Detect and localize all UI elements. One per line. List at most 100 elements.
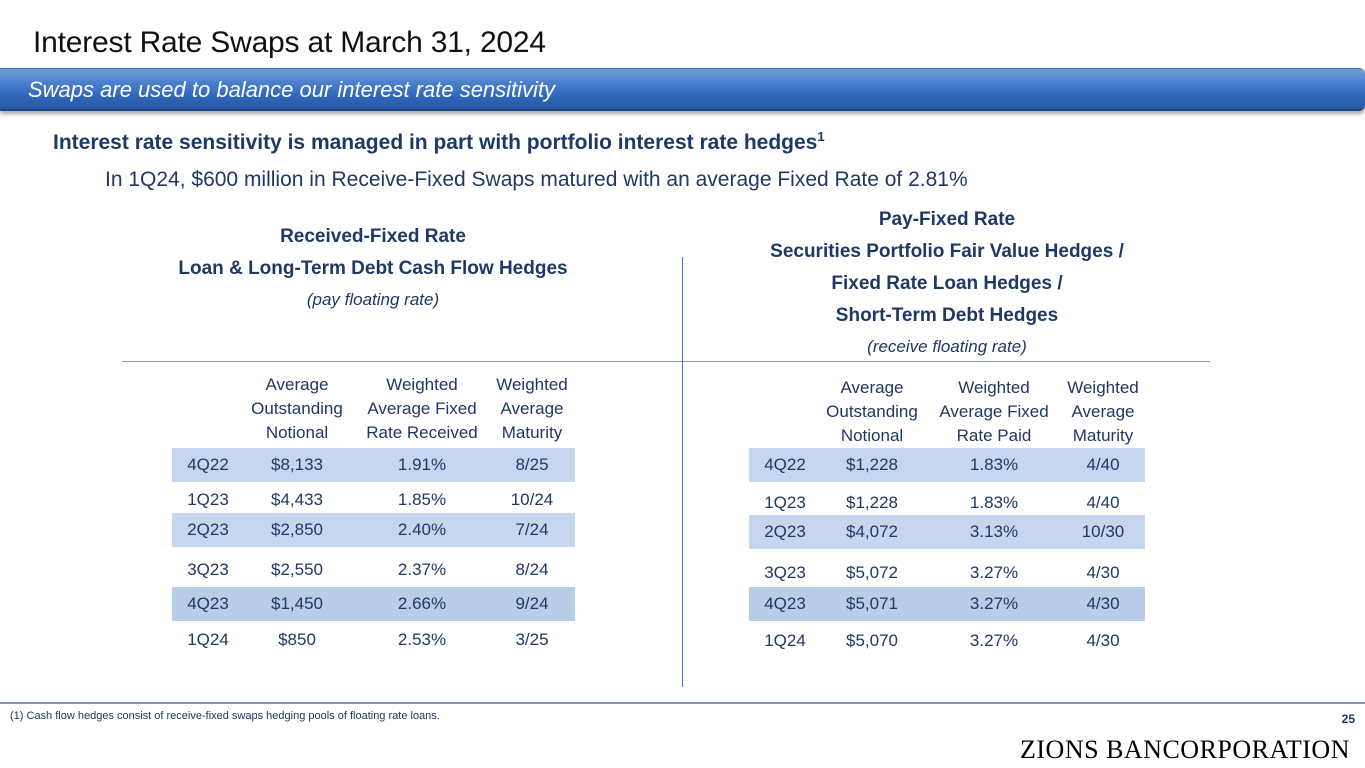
vertical-divider [682,257,683,687]
horizontal-divider [122,361,1210,362]
heading-line: Received-Fixed Rate [280,226,466,247]
cell-period: 1Q23 [764,493,806,512]
cell-maturity: 8/25 [515,455,549,474]
table-row: 2Q23 $4,072 3.13% 10/30 [749,515,1145,549]
footnote: (1) Cash flow hedges consist of receive-… [10,710,440,722]
cell-period: 4Q22 [187,455,229,474]
heading-line: Loan & Long-Term Debt Cash Flow Hedges [178,258,568,279]
page-number: 25 [1341,712,1355,726]
cell-period: 2Q23 [187,520,229,539]
table-row: 4Q22 $1,228 1.83% 4/40 [749,448,1145,482]
company-logo: ZIONS BANCORPORATION [1020,735,1350,764]
column-header-line: Notional [265,423,329,442]
footer-divider [0,702,1365,704]
cell-rate: 1.85% [397,490,447,509]
cell-notional: $850 [278,630,316,649]
heading-line: Short-Term Debt Hedges [835,305,1059,326]
cell-rate: 1.83% [969,493,1019,512]
column-header-line: Weighted [1067,378,1139,397]
cell-rate: 3.13% [969,522,1019,541]
column-header-line: Average [500,399,564,418]
cell-maturity: 9/24 [515,594,549,613]
column-header-line: Weighted [386,375,458,394]
heading-line: Pay-Fixed Rate [878,209,1016,230]
table-row: 3Q23 $5,072 3.27% 4/30 [749,556,1145,590]
cell-rate: 2.37% [397,560,447,579]
column-header-line: Average [840,378,904,397]
cell-notional: $1,228 [846,493,898,512]
cell-period: 1Q24 [187,630,229,649]
cell-period: 4Q22 [764,455,806,474]
cell-maturity: 4/40 [1086,493,1120,512]
table-row: 2Q23 $2,850 2.40% 7/24 [172,513,575,547]
column-header-notional: Average Outstanding Notional [242,373,352,445]
column-header-line: Average Fixed [367,399,477,418]
column-header-maturity: Weighted Average Maturity [1058,376,1148,448]
cell-notional: $5,071 [846,594,898,613]
cell-maturity: 4/30 [1086,563,1120,582]
cell-notional: $5,072 [846,563,898,582]
cell-rate: 1.91% [397,455,447,474]
cell-notional: $4,072 [846,522,898,541]
banner-text: Swaps are used to balance our interest r… [28,77,556,102]
cell-rate: 3.27% [969,631,1019,650]
cell-maturity: 7/24 [515,520,549,539]
table-row: 1Q23 $4,433 1.85% 10/24 [172,483,575,517]
table-row: 4Q23 $1,450 2.66% 9/24 [172,587,575,621]
cell-maturity: 4/30 [1086,594,1120,613]
heading-line: Securities Portfolio Fair Value Hedges / [770,241,1124,262]
cell-period: 1Q24 [764,631,806,650]
cell-maturity: 4/30 [1086,631,1120,650]
cell-rate: 2.66% [397,594,447,613]
column-header-rate: Weighted Average Fixed Rate Received [362,373,482,445]
cell-notional: $8,133 [271,455,323,474]
cell-rate: 1.83% [969,455,1019,474]
cell-maturity: 3/25 [515,630,549,649]
heading-note: (receive floating rate) [867,337,1027,356]
heading-note: (pay floating rate) [306,290,440,309]
cell-rate: 2.53% [397,630,447,649]
column-header-notional: Average Outstanding Notional [817,376,927,448]
column-header-line: Weighted [958,378,1030,397]
column-header-line: Average Fixed [939,402,1049,421]
cell-period: 3Q23 [187,560,229,579]
headline-text: Interest rate sensitivity is managed in … [53,131,818,154]
column-header-line: Weighted [496,375,568,394]
cell-rate: 3.27% [969,594,1019,613]
column-header-line: Rate Received [366,423,478,442]
column-header-line: Average [265,375,329,394]
table-row: 3Q23 $2,550 2.37% 8/24 [172,553,575,587]
cell-period: 4Q23 [764,594,806,613]
column-header-maturity: Weighted Average Maturity [487,373,577,445]
table-row: 4Q23 $5,071 3.27% 4/30 [749,587,1145,621]
column-header-line: Average [1071,402,1135,421]
table-row: 1Q24 $5,070 3.27% 4/30 [749,624,1145,658]
column-header-line: Rate Paid [956,426,1032,445]
column-header-line: Notional [840,426,904,445]
headline: Interest rate sensitivity is managed in … [53,129,825,155]
cell-maturity: 10/24 [510,490,554,509]
slide-title: Interest Rate Swaps at March 31, 2024 [33,26,546,59]
table-row: 1Q24 $850 2.53% 3/25 [172,623,575,657]
pay-fixed-heading: Pay-Fixed Rate Securities Portfolio Fair… [700,204,1194,362]
cell-notional: $1,228 [846,455,898,474]
cell-maturity: 10/30 [1081,522,1125,541]
cell-period: 3Q23 [764,563,806,582]
receive-fixed-heading: Received-Fixed Rate Loan & Long-Term Deb… [123,221,623,315]
cell-rate: 3.27% [969,563,1019,582]
column-header-line: Outstanding [826,402,918,421]
column-header-line: Maturity [1072,426,1134,445]
cell-notional: $1,450 [271,594,323,613]
cell-period: 1Q23 [187,490,229,509]
summary-line: In 1Q24, $600 million in Receive-Fixed S… [105,168,968,191]
column-header-line: Outstanding [251,399,343,418]
table-row: 1Q23 $1,228 1.83% 4/40 [749,486,1145,520]
heading-line: Fixed Rate Loan Hedges / [831,273,1063,294]
table-row: 4Q22 $8,133 1.91% 8/25 [172,448,575,482]
cell-notional: $4,433 [271,490,323,509]
cell-rate: 2.40% [397,520,447,539]
footnote-ref: 1 [817,129,825,144]
column-header-line: Maturity [501,423,563,442]
cell-notional: $5,070 [846,631,898,650]
cell-maturity: 8/24 [515,560,549,579]
